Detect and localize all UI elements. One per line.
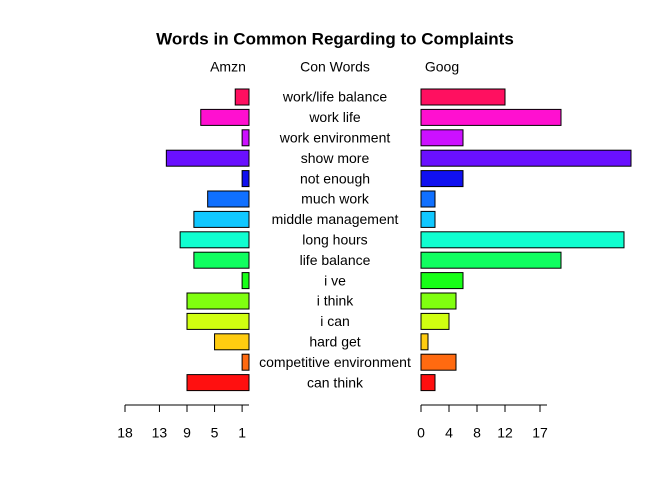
x-tick-label: 0	[417, 425, 425, 441]
category-label: i ve	[324, 272, 346, 288]
bar	[193, 251, 250, 269]
x-tick-label: 17	[532, 425, 548, 441]
category-label: not enough	[300, 170, 370, 186]
bar	[241, 170, 250, 188]
bar	[186, 374, 250, 392]
bar	[241, 129, 250, 147]
bar	[193, 210, 250, 228]
x-tick-label: 9	[183, 425, 191, 441]
category-label: competitive environment	[259, 354, 411, 370]
category-label: i think	[317, 293, 355, 309]
bar	[420, 190, 436, 208]
category-label: work life	[308, 109, 361, 125]
bar	[241, 272, 250, 290]
bar	[420, 108, 562, 126]
x-tick-label: 5	[211, 425, 219, 441]
bar	[200, 108, 250, 126]
bar	[420, 353, 457, 371]
bar	[420, 231, 625, 249]
category-label: can think	[307, 374, 364, 390]
bar	[420, 149, 632, 167]
category-label: much work	[301, 191, 370, 207]
chart-title: Words in Common Regarding to Complaints	[156, 29, 514, 48]
bar	[179, 231, 250, 249]
category-label: long hours	[302, 232, 367, 248]
bar	[241, 353, 250, 371]
x-tick-label: 18	[117, 425, 133, 441]
bar	[234, 88, 250, 106]
bar	[186, 292, 250, 310]
bar	[214, 333, 250, 351]
x-tick-label: 12	[497, 425, 513, 441]
x-tick-label: 4	[445, 425, 453, 441]
bar	[420, 170, 464, 188]
category-label: life balance	[300, 252, 371, 268]
bar	[420, 251, 562, 269]
x-tick-label: 8	[473, 425, 481, 441]
category-label: work environment	[279, 130, 391, 146]
bar	[420, 292, 457, 310]
category-label: i can	[320, 313, 350, 329]
bar	[186, 312, 250, 330]
bar	[420, 210, 436, 228]
category-label: work/life balance	[282, 89, 387, 105]
bar	[420, 129, 464, 147]
bar	[207, 190, 250, 208]
bar	[420, 88, 506, 106]
bar	[165, 149, 250, 167]
center-label: Con Words	[300, 59, 370, 75]
bar	[420, 333, 429, 351]
right-label: Goog	[425, 59, 459, 75]
x-tick-label: 13	[152, 425, 168, 441]
category-label: middle management	[272, 211, 399, 227]
bar	[420, 374, 436, 392]
category-label: show more	[301, 150, 370, 166]
bar	[420, 272, 464, 290]
category-label: hard get	[309, 334, 360, 350]
bar	[420, 312, 450, 330]
x-tick-label: 1	[238, 425, 246, 441]
left-label: Amzn	[210, 59, 246, 75]
